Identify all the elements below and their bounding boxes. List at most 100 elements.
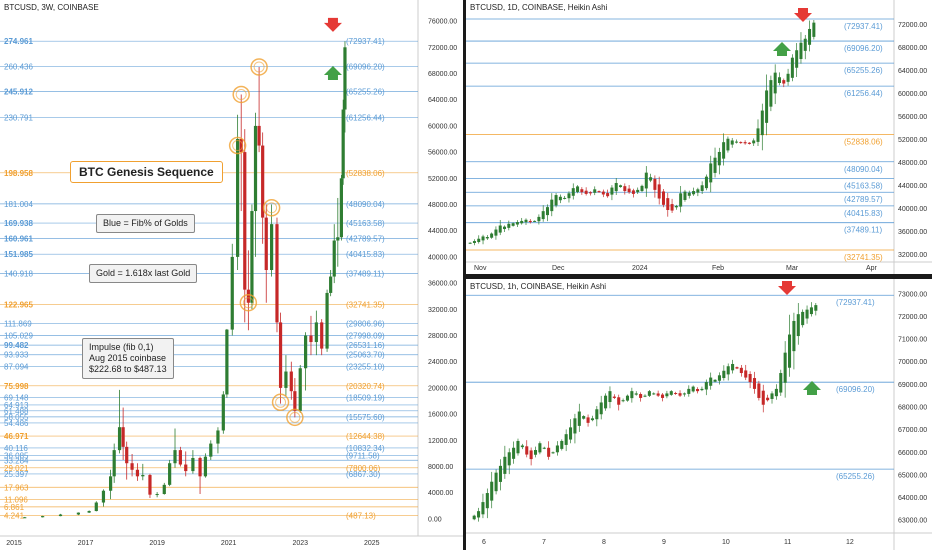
y-tick-label: 56000.00 [898,114,927,121]
candle-body [696,189,700,193]
y-tick-label: 67000.00 [898,427,927,434]
candle-body [560,440,564,449]
y-tick-label: 66000.00 [898,450,927,457]
down-arrow-icon [794,8,812,22]
weekly-chart-panel[interactable]: BTCUSD, 3W, COINBASE 0.00 4000.00 8000.00 1… [0,0,463,550]
vertical-divider [463,0,466,550]
candle-body [803,38,807,51]
candle-body [612,396,616,398]
candle-body [779,373,783,393]
candle-body [683,191,687,200]
candle-body [270,224,274,270]
candle-body [569,427,573,440]
candle-body [619,185,623,188]
fib-level-price: (23255.10) [346,363,385,372]
candle-body [666,198,670,210]
candle-body [623,186,627,192]
fib-level-ratio: 274.961 [4,37,33,46]
candle-body [117,427,122,451]
candle-body [278,322,283,388]
pivot-circle [286,408,304,427]
y-tick-label: 72000.00 [898,314,927,321]
candle-body [284,371,288,388]
x-tick-label: Feb [712,265,724,272]
candle-body [634,393,638,395]
impulse-line-3: $222.68 to $487.13 [89,364,167,374]
hourly-chart-panel[interactable]: BTCUSD, 1h, COINBASE, Heikin Ashi 63000.… [466,279,932,550]
impulse-line-2: Aug 2015 coinbase [89,353,167,363]
candle-body [162,484,166,495]
candle-body [669,391,673,395]
candle-body [545,207,549,216]
y-tick-label: 68000.00 [428,71,457,78]
y-tick-label: 48000.00 [898,160,927,167]
candle-body [782,80,786,84]
y-tick-label: 68000.00 [898,405,927,412]
candle-body [554,195,558,206]
candle-body [198,457,202,477]
y-tick-label: 60000.00 [428,123,457,130]
fib-level-ratio: 4.241 [4,512,25,521]
candle-body [472,515,476,520]
fib-level-price: (42789.57) [346,235,385,244]
candle-body [709,377,713,386]
y-tick-label: 0.00 [428,516,442,523]
candle-body [661,191,665,205]
fib-level-price: (6867.30) [346,470,381,479]
candle-body [747,142,751,144]
candle-body [682,393,686,395]
fib-level-price: (72937.41) [346,37,385,46]
x-tick-label: 9 [662,539,666,546]
candle-body [783,352,787,383]
candle-body [614,182,618,192]
pivot-circle [271,393,290,412]
y-tick-label: 60000.00 [898,91,927,98]
candle-body [700,388,704,391]
candle-body [617,397,621,405]
candle-body [588,192,592,194]
fib-level-ratio: 64.913 [4,401,29,410]
hourly-chart-svg[interactable]: 63000.00 64000.00 65000.00 66000.00 67000.00… [466,279,932,550]
daily-chart-panel[interactable]: BTCUSD, 1D, COINBASE, Heikin Ashi 32000.… [466,0,932,274]
candle-body [627,188,631,193]
y-tick-label: 24000.00 [428,359,457,366]
candle-body [766,397,770,401]
pivot-circle [228,136,247,155]
y-tick-label: 52000.00 [428,176,457,183]
impulse-note: Impulse (fib 0,1) Aug 2015 coinbase $222… [82,338,174,379]
candle-body [130,463,134,470]
down-arrow-icon [323,17,342,32]
y-tick-label: 72000.00 [898,22,927,29]
y-tick-label: 69000.00 [898,382,927,389]
candle-body [250,211,254,303]
daily-chart-svg[interactable]: 32000.00 36000.00 40000.00 44000.00 48000.00… [466,0,932,274]
fib-level-price: (26531.16) [346,341,385,350]
y-tick-label: 28000.00 [428,333,457,340]
candle-body [298,368,302,411]
candle-body [477,511,481,518]
candle-body [76,512,81,515]
fib-level-price: (7800.06) [346,464,381,473]
weekly-chart-svg[interactable]: 0.00 4000.00 8000.00 12000.00 16000.00 20000.… [0,0,463,550]
y-tick-label: 72000.00 [428,45,457,52]
fib-level-price: (72937.41) [836,298,875,307]
candle-body [770,393,774,399]
candle-body [209,443,213,457]
fib-level-ratio: 40.116 [4,444,28,453]
candle-body [657,184,661,199]
candle-body [515,222,519,225]
candle-body [700,185,704,191]
candle-body [713,379,717,382]
candle-body [744,370,748,378]
candle-body [670,204,674,211]
y-tick-label: 76000.00 [428,19,457,26]
fib-level-price: (42789.57) [844,195,883,204]
candle-body [731,363,735,371]
fib-level-ratio: 6.861 [4,503,25,512]
candle-body [713,157,717,173]
candle-body [796,314,800,337]
fib-level-price: (487.13) [346,512,376,521]
y-tick-label: 8000.00 [428,464,453,471]
up-arrow-icon [803,381,821,395]
candle-body [148,475,152,495]
